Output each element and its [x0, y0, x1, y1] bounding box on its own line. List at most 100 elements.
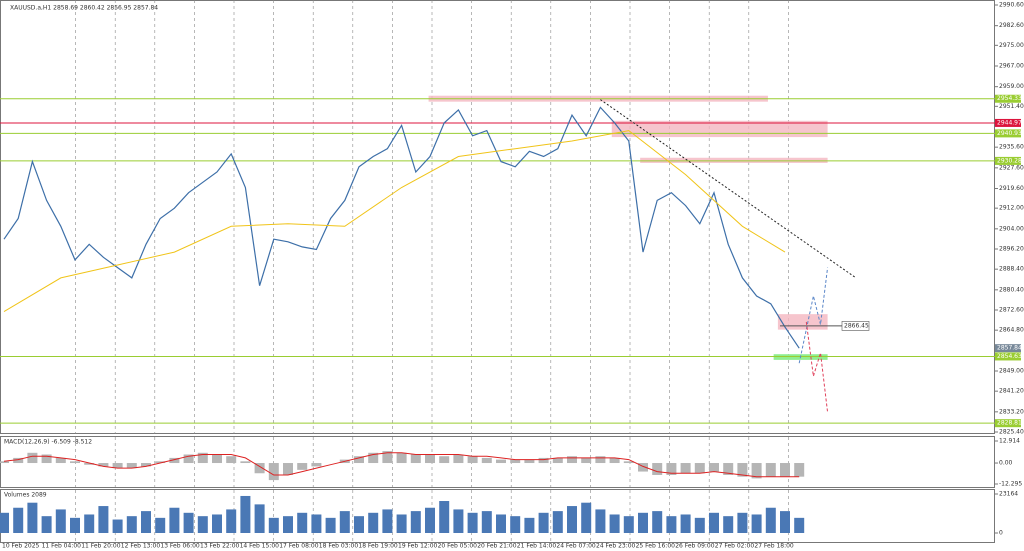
- volume-bar: [55, 509, 66, 533]
- macd-bar: [0, 461, 9, 464]
- volume-bar: [141, 511, 151, 533]
- volume-bar: [354, 516, 364, 533]
- volume-bar: [623, 516, 634, 533]
- volume-bar: [240, 495, 251, 533]
- macd-bar: [212, 454, 222, 464]
- macd-bar: [70, 461, 80, 464]
- time-label: 21 Feb 14:00: [517, 543, 557, 550]
- macd-bar: [552, 457, 563, 464]
- time-label: 27 Feb 18:00: [754, 543, 794, 550]
- volume-bar: [425, 507, 435, 533]
- macd-bar: [709, 463, 719, 472]
- macd-bar: [311, 463, 322, 467]
- volume-bar: [467, 512, 478, 533]
- volume-bar: [169, 507, 180, 533]
- macd-bar: [780, 463, 790, 477]
- y-tick-label: 2927.60: [999, 164, 1024, 171]
- macd-bar: [368, 452, 379, 464]
- macd-bar: [439, 456, 450, 464]
- macd-bar: [382, 451, 393, 464]
- volume-bar: [666, 516, 677, 533]
- volume-bar: [212, 514, 222, 533]
- macd-bar: [737, 463, 748, 477]
- volume-bar: [297, 512, 308, 533]
- time-label: 20 Feb 05:00: [438, 543, 478, 550]
- macd-bar: [283, 463, 293, 475]
- level-label: 2854.63: [997, 353, 1022, 360]
- volume-bar: [126, 516, 137, 533]
- time-label: 25 Feb 16:00: [636, 543, 676, 550]
- volume-bar: [70, 517, 80, 533]
- zone: [640, 157, 828, 163]
- macd-bar: [41, 454, 52, 464]
- volume-bar: [382, 509, 393, 533]
- macd-bar: [226, 456, 237, 464]
- volume-bar: [41, 516, 52, 533]
- y-tick-label: 2919.60: [999, 185, 1024, 192]
- price-pane: [0, 0, 995, 434]
- y-tick-label: 2951.40: [999, 103, 1024, 110]
- volume-bar: [0, 512, 9, 533]
- macd-bar: [55, 457, 66, 464]
- time-label: 17 Feb 08:00: [279, 543, 319, 550]
- macd-bar: [425, 454, 435, 464]
- level-tag: [995, 352, 1021, 361]
- time-label: 27 Feb 02:00: [715, 543, 755, 550]
- volume-bar: [609, 514, 620, 533]
- macd-bar: [84, 463, 95, 465]
- y-tick-label: 0.00: [999, 460, 1013, 467]
- y-tick-label: 2982.60: [999, 22, 1024, 29]
- volume-bar: [254, 504, 265, 533]
- y-tick-label: 23164: [999, 491, 1018, 498]
- y-tick-label: 2849.00: [999, 368, 1024, 375]
- volume-bar: [694, 517, 705, 533]
- volume-bar: [567, 506, 577, 533]
- volume-bar: [155, 517, 166, 533]
- macd-bar: [453, 454, 464, 464]
- macd-bar: [27, 452, 38, 464]
- level-tag: [995, 94, 1021, 103]
- level-label: 2857.84: [997, 345, 1022, 352]
- series-line: [3, 106, 800, 349]
- level-label: 2828.81: [997, 420, 1022, 427]
- macd-bar: [680, 463, 691, 474]
- volume-bar: [780, 511, 790, 533]
- macd-bar: [496, 459, 506, 464]
- volume-bar: [510, 516, 521, 533]
- marker-label: 2866.45: [844, 322, 869, 329]
- volume-bar: [325, 517, 336, 533]
- level-tag: [995, 156, 1021, 165]
- volume-bar: [27, 502, 38, 533]
- macd-bar: [765, 463, 776, 477]
- volume-bar: [581, 502, 592, 533]
- y-tick-label: 2975.00: [999, 42, 1024, 49]
- macd-title: MACD(12,26,9) -6.509 -8.512: [4, 439, 92, 446]
- y-tick-label: 2959.00: [999, 83, 1024, 90]
- macd-bar: [467, 456, 478, 464]
- time-label: 24 Feb 07:00: [556, 543, 596, 550]
- level-tag: [995, 118, 1021, 127]
- volume-bar: [197, 516, 208, 533]
- macd-bar: [481, 457, 492, 464]
- macd-bar: [268, 463, 279, 481]
- macd-bar: [609, 457, 620, 464]
- time-label: 26 Feb 09:00: [675, 543, 715, 550]
- macd-bar: [652, 463, 663, 475]
- macd-bar: [354, 456, 364, 464]
- y-tick-label: -12.295: [999, 481, 1022, 488]
- volume-bar: [368, 512, 379, 533]
- time-label: 14 Feb 15:00: [240, 543, 280, 550]
- volume-bar: [453, 509, 464, 533]
- macd-bar: [169, 457, 180, 464]
- volume-title: Volumes 2089: [4, 492, 47, 499]
- series-line: [3, 130, 786, 313]
- time-label: 18 Feb 19:00: [358, 543, 398, 550]
- macd-bar: [297, 463, 308, 470]
- volume-bar: [226, 509, 237, 533]
- macd-bar: [794, 463, 805, 477]
- macd-bar: [240, 461, 251, 464]
- macd-bar: [524, 459, 535, 464]
- level-label: 2954.33: [997, 95, 1022, 102]
- macd-bar: [155, 461, 166, 464]
